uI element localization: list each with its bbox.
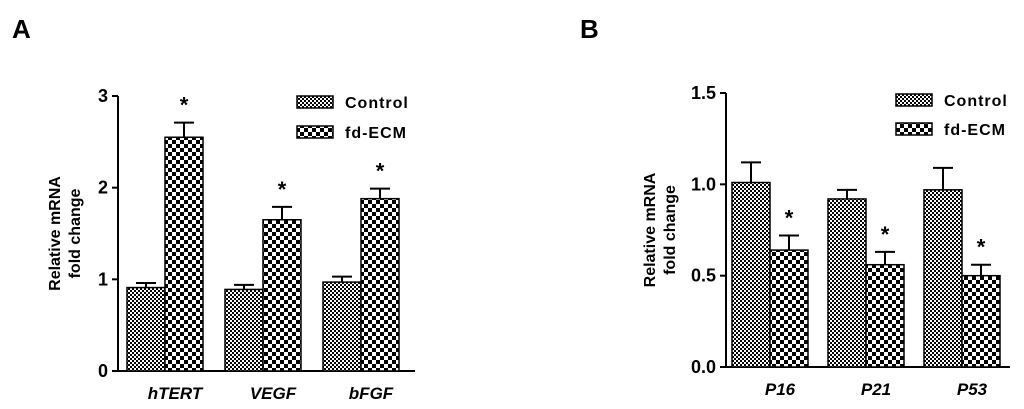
legend-swatch [296, 95, 334, 109]
bar [827, 198, 867, 368]
chart-panel-b: B 0.0 0.5 1.0 1.5 Relative mRNA fold change * P1… [580, 14, 1010, 399]
y-tick-label: 1.0 [691, 174, 716, 194]
y-tick-label: 0.0 [691, 357, 716, 377]
x-category-label: P21 [861, 380, 891, 399]
legend-label: fd-ECM [944, 122, 1006, 139]
significance-marker: * [785, 205, 794, 230]
y-axis-label: fold change [662, 185, 679, 275]
bar [360, 197, 400, 372]
y-axis-label: Relative mRNA [47, 176, 64, 291]
bar [731, 181, 771, 368]
significance-marker: * [376, 159, 385, 184]
bar [961, 274, 1001, 368]
legend-swatch [296, 125, 334, 139]
x-category-label: hTERT [148, 384, 204, 403]
significance-marker: * [278, 177, 287, 202]
legend-swatch [895, 122, 933, 136]
bar [865, 263, 905, 368]
significance-marker: * [977, 235, 986, 260]
y-axis-label: fold change [67, 189, 84, 279]
panel-letter: A [12, 14, 31, 44]
y-tick-label: 0 [98, 361, 108, 381]
bar [262, 219, 302, 372]
bar [923, 189, 963, 368]
bar [322, 281, 362, 372]
legend-label: fd-ECM [345, 125, 407, 142]
panel-letter: B [580, 14, 599, 44]
legend-swatch [895, 93, 933, 107]
bar [126, 286, 166, 372]
bar [769, 249, 809, 368]
y-tick-label: 1.5 [691, 83, 716, 103]
bar [224, 288, 264, 372]
x-category-label: P16 [765, 380, 796, 399]
y-tick-label: 1 [98, 269, 108, 289]
legend-label: Control [944, 93, 1008, 110]
significance-marker: * [881, 222, 890, 247]
y-tick-label: 3 [98, 86, 108, 106]
y-tick-label: 2 [98, 178, 108, 198]
bar [164, 136, 204, 372]
x-category-label: bFGF [349, 384, 394, 403]
legend-label: Control [345, 95, 409, 112]
significance-marker: * [180, 93, 189, 118]
x-category-label: VEGF [250, 384, 297, 403]
chart-panel-a: A 0 1 2 3 Relative mRNA fold change * hTERT * VEGF… [12, 14, 415, 403]
x-category-label: P53 [957, 380, 988, 399]
y-tick-label: 0.5 [691, 266, 716, 286]
y-axis-label: Relative mRNA [642, 172, 659, 287]
